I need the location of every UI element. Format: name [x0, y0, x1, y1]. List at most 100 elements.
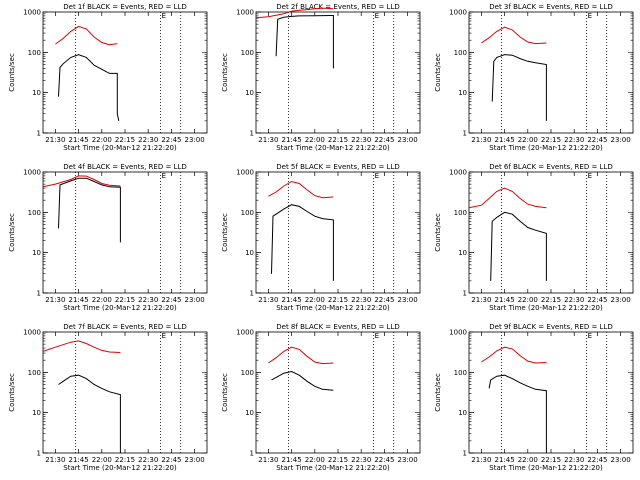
y-tick-label: 1 [463, 290, 467, 298]
event-marker: E [588, 332, 592, 340]
x-tick-label: 23:00 [398, 136, 418, 144]
x-tick-label: 22:45 [161, 296, 181, 304]
chart-title: Det 9f BLACK = Events, RED = LLD [489, 323, 612, 331]
y-tick-label: 1000 [236, 329, 254, 337]
x-tick-label: 22:15 [115, 296, 135, 304]
x-tick-label: 22:15 [541, 296, 561, 304]
series-lld-line [255, 7, 334, 19]
x-tick-label: 22:30 [138, 136, 158, 144]
x-tick-label: 21:30 [471, 456, 491, 464]
x-tick-label: 23:00 [611, 456, 631, 464]
y-tick-label: 10 [458, 249, 467, 257]
y-tick-label: 1000 [236, 169, 254, 177]
series-lld-line [481, 26, 547, 45]
y-tick-label: 1000 [23, 169, 41, 177]
y-axis-label: Counts/sec [8, 53, 16, 92]
chart-panel-det-9f: Det 9f BLACK = Events, RED = LLD 1 10 100 10… [434, 323, 634, 472]
chart-panel-det-6f: Det 6f BLACK = Events, RED = LLD 1 10 100 10… [434, 163, 634, 312]
x-tick-label: 22:00 [518, 456, 538, 464]
y-tick-label: 100 [28, 209, 41, 217]
x-axis-label: Start Time (20-Mar-12 21:22:20) [489, 144, 603, 152]
x-tick-label: 21:30 [258, 456, 278, 464]
y-tick-label: 1000 [449, 169, 467, 177]
y-tick-label: 100 [241, 49, 254, 57]
axes-frame [468, 171, 634, 294]
y-tick-label: 100 [454, 49, 467, 57]
y-tick-label: 100 [241, 369, 254, 377]
x-tick-label: 21:45 [494, 136, 514, 144]
x-tick-label: 22:45 [374, 456, 394, 464]
y-axis-label: Counts/sec [8, 213, 16, 252]
chart-title: Det 1f BLACK = Events, RED = LLD [63, 3, 186, 11]
y-tick-label: 1 [250, 290, 254, 298]
x-tick-label: 22:00 [518, 136, 538, 144]
x-tick-label: 22:00 [305, 456, 325, 464]
event-marker: E [588, 172, 592, 180]
y-tick-label: 1000 [449, 329, 467, 337]
x-tick-label: 22:30 [564, 136, 584, 144]
x-tick-label: 21:45 [281, 296, 301, 304]
x-tick-label: 22:45 [587, 136, 607, 144]
x-axis-label: Start Time (20-Mar-12 21:22:20) [276, 464, 390, 472]
x-axis-label: Start Time (20-Mar-12 21:22:20) [63, 144, 177, 152]
series-events-line [490, 211, 547, 281]
series-lld-line [268, 346, 334, 365]
y-axis-label: Counts/sec [434, 53, 442, 92]
x-tick-label: 23:00 [611, 136, 631, 144]
series-events-line [491, 54, 547, 121]
x-tick-label: 22:30 [351, 296, 371, 304]
y-axis-label: Counts/sec [221, 53, 229, 92]
x-tick-label: 22:30 [351, 136, 371, 144]
series-lld-line [42, 175, 121, 188]
x-axis-label: Start Time (20-Mar-12 21:22:20) [63, 304, 177, 312]
x-tick-label: 21:30 [45, 296, 65, 304]
chart-panel-det-1f: Det 1f BLACK = Events, RED = LLD 1 10 100 10… [8, 3, 208, 152]
axes-frame [255, 11, 421, 134]
chart-title: Det 8f BLACK = Events, RED = LLD [276, 323, 399, 331]
x-tick-label: 22:45 [587, 296, 607, 304]
axes-frame [255, 331, 421, 454]
x-tick-label: 22:15 [115, 456, 135, 464]
y-tick-label: 10 [32, 409, 41, 417]
y-tick-label: 100 [454, 369, 467, 377]
x-tick-label: 22:00 [305, 296, 325, 304]
event-marker: E [588, 12, 592, 20]
axes-frame [42, 171, 208, 294]
x-tick-label: 22:30 [138, 296, 158, 304]
x-tick-label: 22:00 [518, 296, 538, 304]
series-lld-line [481, 346, 547, 364]
chart-panel-det-5f: Det 5f BLACK = Events, RED = LLD 1 10 100 10… [221, 163, 421, 312]
x-tick-label: 22:30 [351, 456, 371, 464]
y-axis-label: Counts/sec [8, 373, 16, 412]
x-tick-label: 22:45 [374, 136, 394, 144]
x-tick-label: 22:45 [374, 296, 394, 304]
x-tick-label: 22:00 [305, 136, 325, 144]
event-marker: E [375, 172, 379, 180]
event-marker: E [162, 332, 166, 340]
x-tick-label: 23:00 [611, 296, 631, 304]
x-axis-label: Start Time (20-Mar-12 21:22:20) [489, 464, 603, 472]
chart-title: Det 2f BLACK = Events, RED = LLD [276, 3, 399, 11]
x-tick-label: 21:30 [45, 136, 65, 144]
x-tick-label: 22:30 [138, 456, 158, 464]
x-tick-label: 23:00 [398, 296, 418, 304]
x-tick-label: 21:45 [68, 456, 88, 464]
y-tick-label: 1 [463, 130, 467, 138]
x-tick-label: 21:30 [471, 136, 491, 144]
chart-panel-det-8f: Det 8f BLACK = Events, RED = LLD 1 10 100 10… [221, 323, 421, 472]
x-tick-label: 22:30 [564, 456, 584, 464]
axes-frame [468, 331, 634, 454]
x-tick-label: 21:30 [45, 456, 65, 464]
chart-panel-det-3f: Det 3f BLACK = Events, RED = LLD 1 10 100 10… [434, 3, 634, 152]
axes-frame [42, 11, 208, 134]
x-axis-label: Start Time (20-Mar-12 21:22:20) [276, 304, 390, 312]
x-tick-label: 22:15 [328, 456, 348, 464]
x-tick-label: 21:30 [258, 136, 278, 144]
axes-frame [255, 171, 421, 294]
x-tick-label: 23:00 [185, 136, 205, 144]
y-tick-label: 10 [458, 89, 467, 97]
chart-title: Det 3f BLACK = Events, RED = LLD [489, 3, 612, 11]
x-tick-label: 21:45 [68, 136, 88, 144]
chart-title: Det 5f BLACK = Events, RED = LLD [276, 163, 399, 171]
